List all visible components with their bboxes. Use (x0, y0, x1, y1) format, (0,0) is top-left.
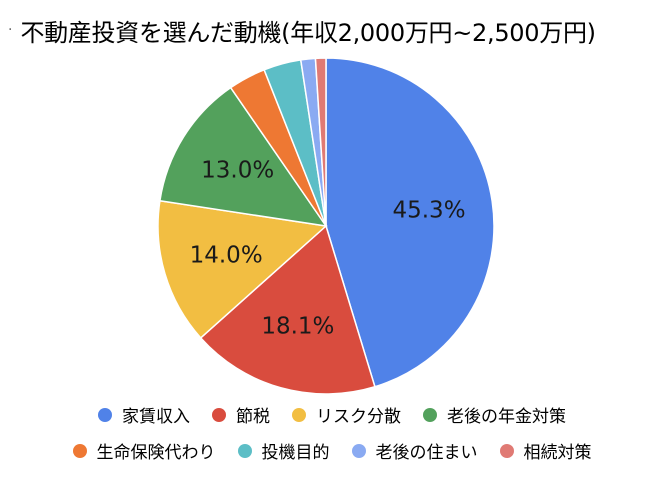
pie-slice-3 (157, 199, 328, 339)
legend-label: 生命保険代わり (96, 443, 216, 463)
pie-slice-2 (199, 224, 376, 395)
legend-label: 相続対策 (523, 443, 592, 463)
legend-swatch (423, 407, 437, 422)
legend-row-2: 生命保険代わり 投機目的 老後の住まい 相続対策 (0, 438, 664, 463)
legend-label: リスク分散 (316, 407, 401, 427)
legend-swatch (237, 443, 252, 458)
legend-swatch (72, 443, 87, 458)
legend-swatch (98, 407, 112, 422)
legend-swatch (499, 443, 514, 458)
slice-label-1: 45.3% (392, 198, 465, 224)
chart-title: 不動産投資を選んだ動機(年収2,000万円~2,500万円) (20, 18, 596, 47)
legend-item: 老後の住まい (351, 438, 478, 463)
pie-chart: 45.3% 18.1% 14.0% 13.0% (157, 57, 495, 395)
legend-label: 投機目的 (261, 443, 330, 463)
legend-label: 老後の住まい (375, 443, 478, 463)
legend-row-1: 家賃収入 節税 リスク分散 老後の年金対策 (0, 402, 664, 427)
legend-label: 老後の年金対策 (447, 407, 566, 427)
slice-label-2: 18.1% (261, 313, 334, 339)
legend-item: 相続対策 (499, 438, 592, 463)
legend-item: 投機目的 (237, 438, 330, 463)
title-marker: · (8, 22, 13, 38)
legend-item: 生命保険代わり (72, 438, 216, 463)
legend-swatch (292, 407, 306, 422)
pie-slice-8 (314, 57, 327, 227)
pie-slice-1 (325, 57, 495, 388)
legend-label: 節税 (236, 407, 270, 427)
legend-item: 老後の年金対策 (423, 402, 566, 427)
legend-item: 家賃収入 (98, 402, 190, 427)
legend-item: リスク分散 (292, 402, 401, 427)
legend-swatch (351, 443, 366, 458)
legend-item: 節税 (212, 402, 270, 427)
legend-swatch (212, 407, 226, 422)
legend-label: 家賃収入 (122, 407, 190, 427)
slice-label-4: 13.0% (201, 158, 274, 184)
slice-label-3: 14.0% (190, 243, 263, 269)
pie-slice-4 (159, 86, 328, 228)
chart-title-row: · 不動産投資を選んだ動機(年収2,000万円~2,500万円) (8, 12, 596, 48)
